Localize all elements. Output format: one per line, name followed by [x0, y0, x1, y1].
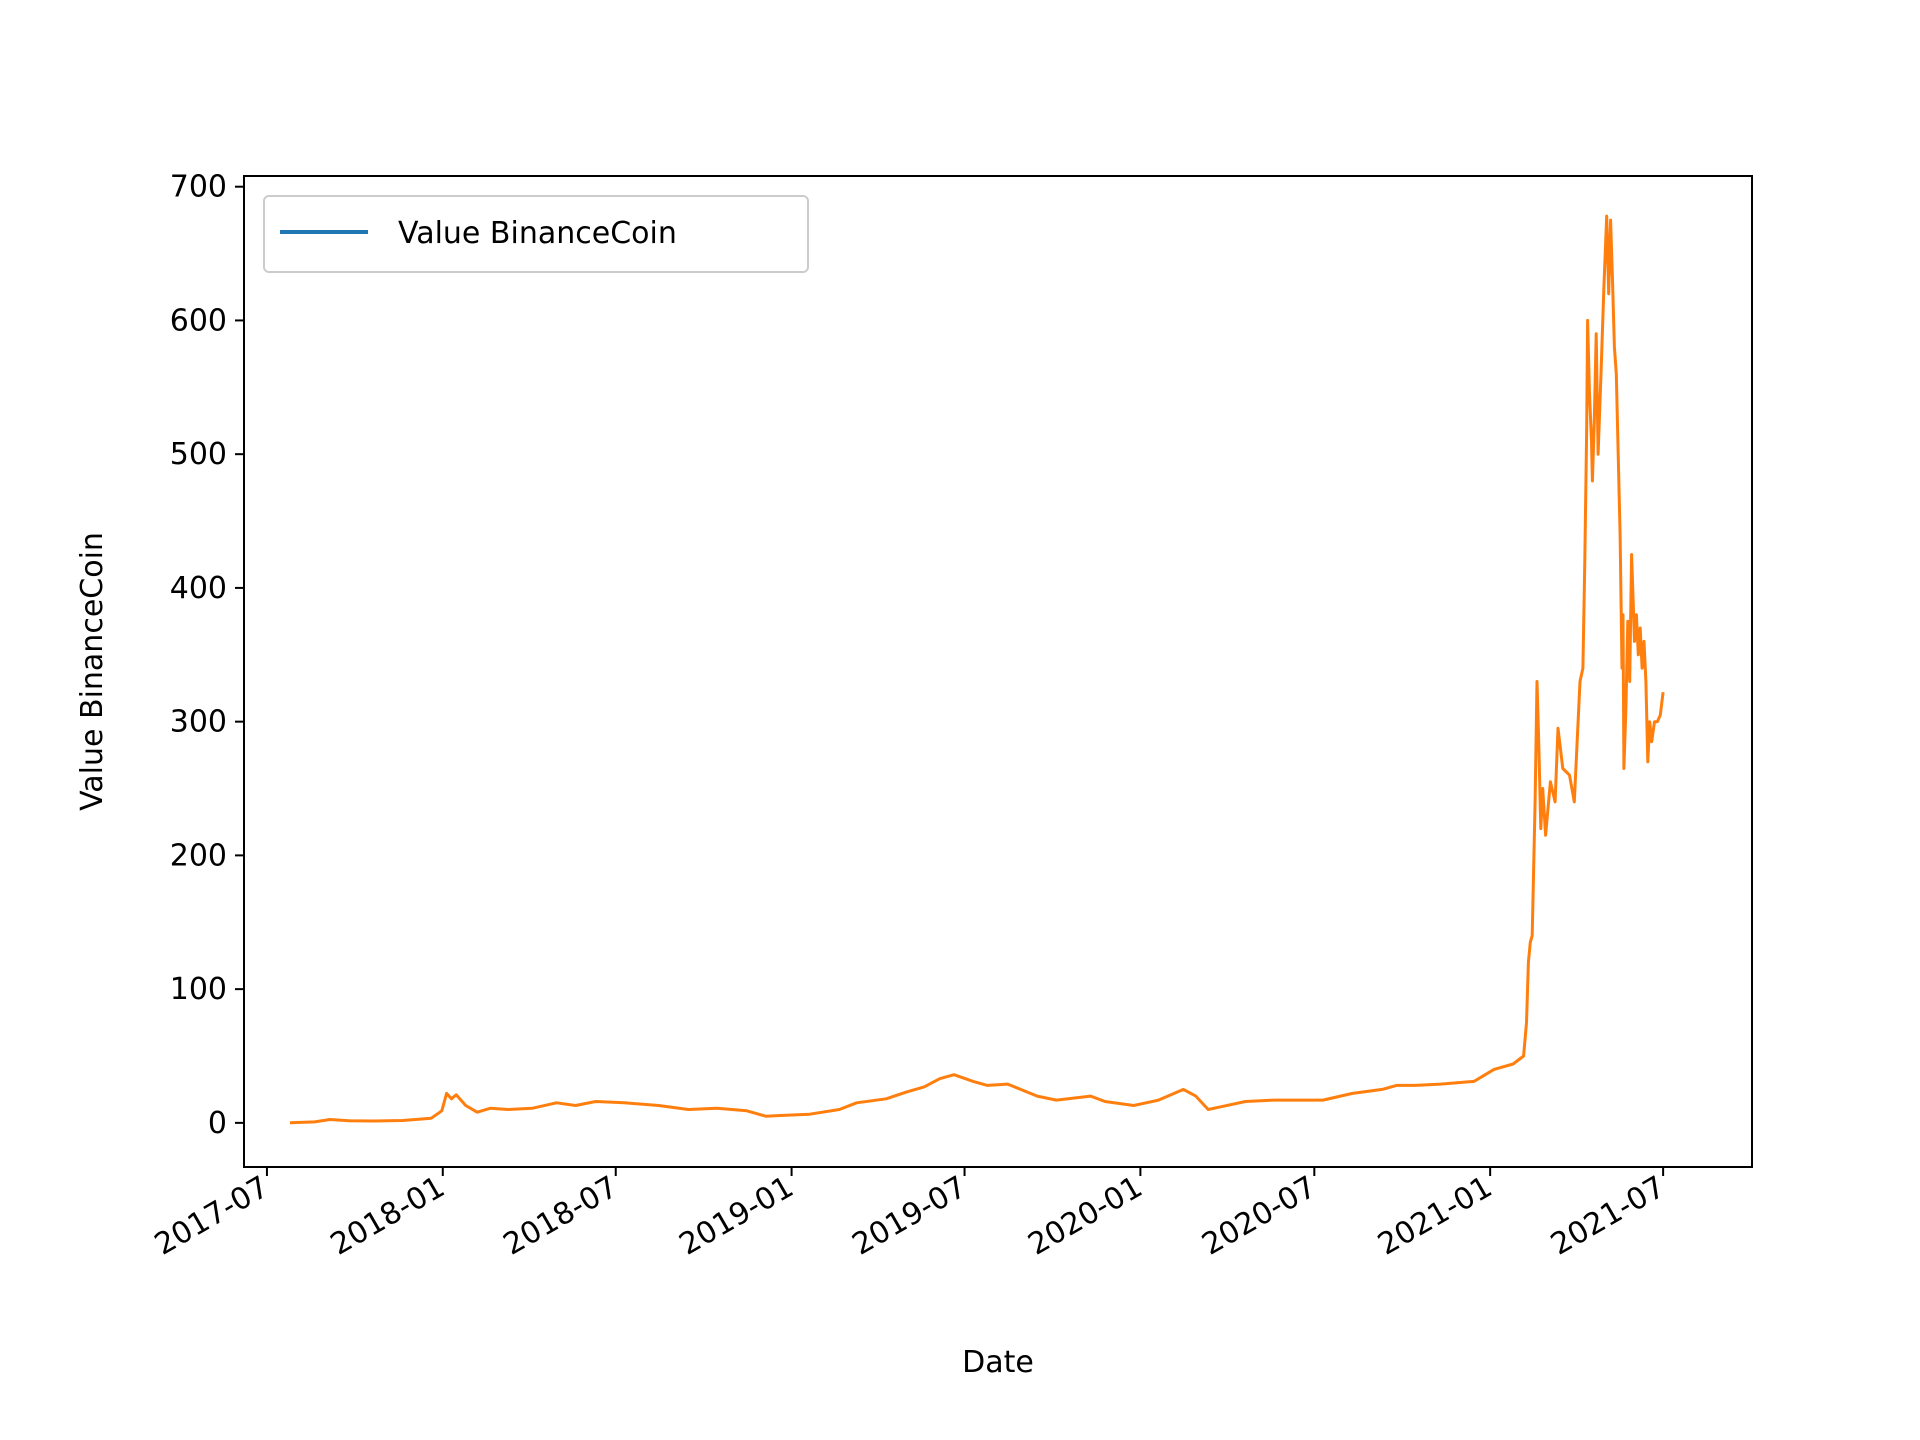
y-tick-label: 0 [208, 1106, 227, 1141]
y-tick-label: 400 [170, 571, 227, 606]
y-tick-label: 600 [170, 303, 227, 338]
series-line [289, 214, 1665, 1125]
y-tick-label: 300 [170, 705, 227, 740]
y-tick-label: 700 [170, 170, 227, 205]
y-axis-label: Value BinanceCoin [75, 532, 110, 811]
plot-frame [243, 175, 1753, 1168]
y-tick-label: 200 [170, 838, 227, 873]
x-axis-label: Date [962, 1345, 1034, 1380]
legend: Value BinanceCoin [263, 195, 809, 273]
legend-box [263, 195, 809, 273]
y-tick-label: 500 [170, 437, 227, 472]
legend-label: Value BinanceCoin [398, 216, 677, 251]
y-axis-ticks: 0 100 200 300 400 500 600 700 [170, 170, 244, 1141]
series-lines [289, 214, 1665, 1125]
y-tick-label: 100 [170, 972, 227, 1007]
